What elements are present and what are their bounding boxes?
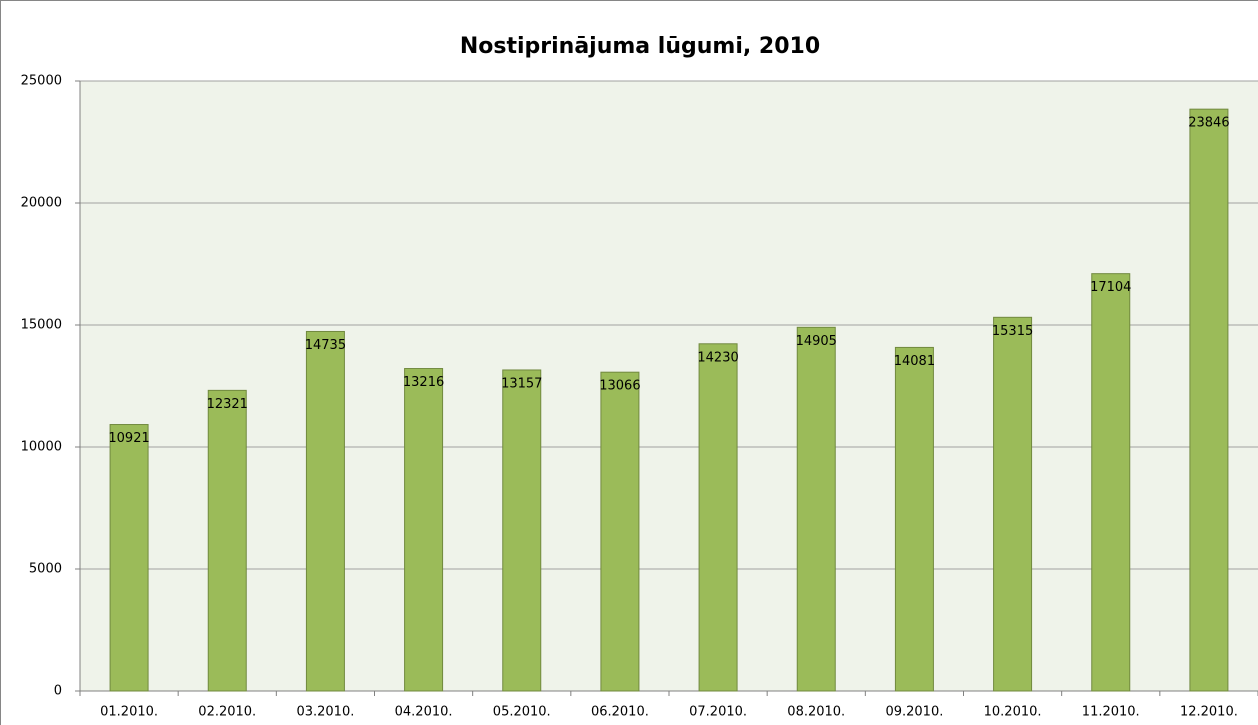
x-tick-label: 05.2010. (493, 705, 551, 720)
data-label: 10921 (108, 431, 149, 446)
data-label: 13157 (501, 376, 542, 391)
plot-area (80, 81, 1258, 691)
y-tick-label: 20000 (21, 196, 62, 211)
x-tick-label: 12.2010. (1180, 705, 1238, 720)
x-tick-label: 06.2010. (591, 705, 649, 720)
x-tick-label: 11.2010. (1082, 705, 1140, 720)
x-tick-label: 03.2010. (296, 705, 354, 720)
x-tick-label: 09.2010. (885, 705, 943, 720)
bar (600, 371, 640, 692)
y-tick-label: 0 (54, 684, 62, 699)
data-label: 17104 (1090, 280, 1131, 295)
data-label: 13066 (599, 379, 640, 394)
bar (109, 424, 149, 692)
x-tick-label: 04.2010. (395, 705, 453, 720)
bar (502, 369, 542, 692)
data-label: 13216 (403, 375, 444, 390)
bar (1091, 273, 1131, 692)
bar (698, 343, 738, 692)
bar (1189, 108, 1229, 692)
x-tick-label: 08.2010. (787, 705, 845, 720)
chart-title: Nostiprinājuma lūgumi, 2010 (460, 34, 820, 59)
bar (305, 330, 345, 692)
y-tick-label: 5000 (29, 562, 62, 577)
x-tick-label: 10.2010. (984, 705, 1042, 720)
y-tick-label: 10000 (21, 440, 62, 455)
bar (993, 316, 1033, 692)
data-label: 14230 (697, 350, 738, 365)
data-label: 14735 (305, 338, 346, 353)
y-tick-label: 25000 (21, 74, 62, 89)
data-label: 23846 (1188, 116, 1229, 131)
bar (796, 326, 836, 692)
x-tick-label: 01.2010. (100, 705, 158, 720)
x-tick-label: 07.2010. (689, 705, 747, 720)
data-label: 14081 (894, 354, 935, 369)
bar (207, 389, 247, 692)
bar (404, 368, 444, 692)
data-label: 14905 (796, 334, 837, 349)
data-label: 12321 (207, 397, 248, 412)
y-tick-label: 15000 (21, 318, 62, 333)
data-label: 15315 (992, 324, 1033, 339)
x-tick-label: 02.2010. (198, 705, 256, 720)
bar (894, 346, 934, 692)
